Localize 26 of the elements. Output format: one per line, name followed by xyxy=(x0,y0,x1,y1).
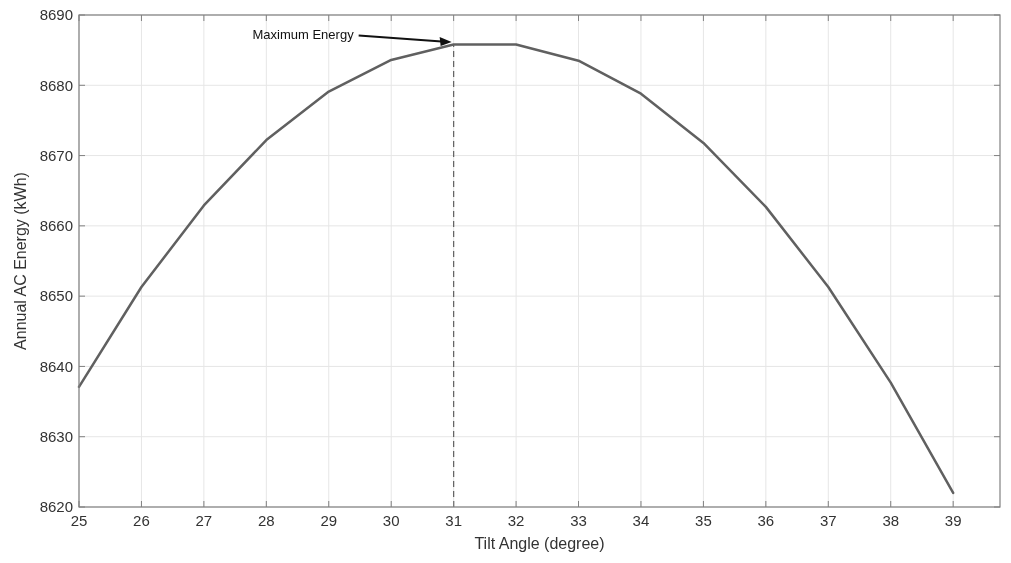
x-tick-label: 28 xyxy=(257,512,275,529)
y-tick-label: 8630 xyxy=(39,427,73,445)
x-tick-label: 29 xyxy=(320,512,338,529)
x-tick-label: 39 xyxy=(944,512,962,529)
x-tick-label: 36 xyxy=(757,512,775,529)
x-tick-label: 37 xyxy=(819,512,837,529)
x-tick-label: 31 xyxy=(445,512,462,529)
x-tick-label: 30 xyxy=(382,512,400,529)
x-tick-label: 32 xyxy=(507,512,525,529)
y-tick-label: 8620 xyxy=(39,498,73,516)
x-axis-title: Tilt Angle (degree) xyxy=(474,535,605,552)
x-tick-label: 33 xyxy=(570,512,587,529)
y-tick-label: 8690 xyxy=(39,6,73,24)
y-tick-label: 8660 xyxy=(39,217,73,235)
x-tick-label: 34 xyxy=(632,512,650,529)
annotation: Maximum Energy xyxy=(252,26,355,42)
x-tick-label: 27 xyxy=(195,512,213,529)
x-tick-label: 25 xyxy=(70,512,88,529)
x-tick-label: 35 xyxy=(695,512,712,529)
y-tick-label: 8670 xyxy=(39,146,73,164)
x-tick-label: 26 xyxy=(133,512,150,529)
y-tick-label: 8640 xyxy=(39,357,73,375)
y-tick-label: 8650 xyxy=(39,287,73,305)
x-tick-label: 38 xyxy=(882,512,900,529)
y-tick-label: 8680 xyxy=(39,76,73,94)
y-axis-title: Annual AC Energy (kWh) xyxy=(12,172,29,350)
